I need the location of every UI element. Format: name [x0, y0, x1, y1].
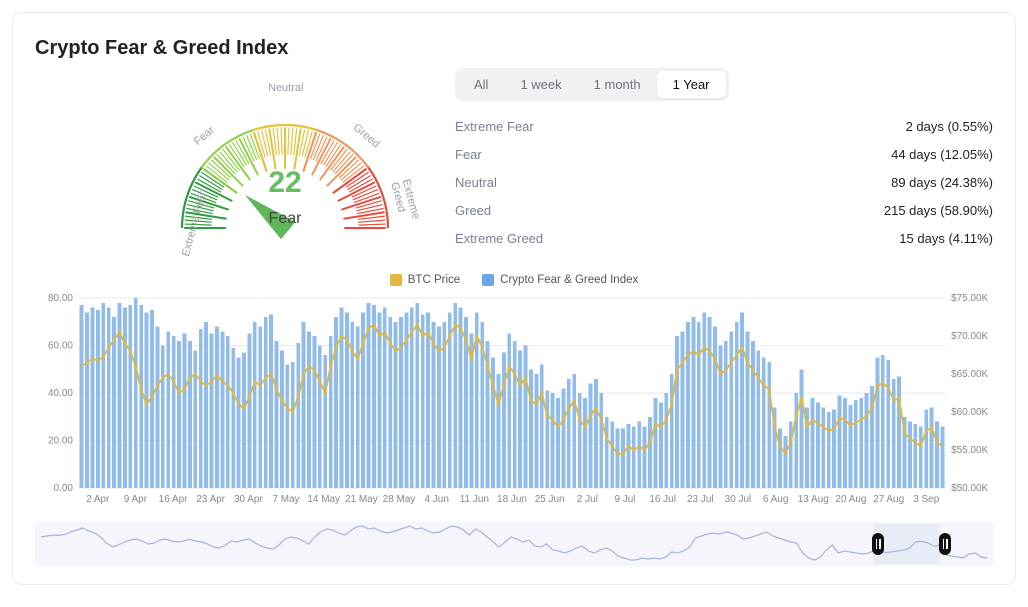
svg-text:25 Jun: 25 Jun [535, 494, 565, 505]
stat-label: Neutral [455, 175, 497, 190]
stat-value: 15 days (4.11%) [899, 231, 993, 246]
svg-text:27 Aug: 27 Aug [873, 494, 904, 505]
svg-text:$65.00K: $65.00K [951, 369, 988, 380]
stats-list: Extreme Fear 2 days (0.55%) Fear 44 days (1… [455, 119, 993, 246]
svg-text:80.00: 80.00 [48, 293, 73, 304]
svg-text:40.00: 40.00 [48, 388, 73, 399]
svg-text:23 Jul: 23 Jul [687, 494, 714, 505]
main-chart: 0.00 20.00 40.00 60.00 80.00 $50.00K $55.00K $6… [35, 292, 993, 512]
stat-row: Extreme Fear 2 days (0.55%) [455, 119, 993, 134]
svg-text:18 Jun: 18 Jun [497, 494, 527, 505]
right-column: All1 week1 month1 Year Extreme Fear 2 day… [455, 68, 993, 246]
svg-text:30 Apr: 30 Apr [234, 494, 263, 505]
card-title: Crypto Fear & Greed Index [35, 37, 993, 60]
legend-index-swatch [482, 274, 494, 286]
brush-navigator[interactable] [35, 522, 993, 566]
svg-text:16 Jul: 16 Jul [649, 494, 676, 505]
svg-text:$75.00K: $75.00K [951, 293, 988, 304]
svg-text:3 Sep: 3 Sep [913, 494, 939, 505]
stat-value: 215 days (58.90%) [884, 203, 993, 218]
svg-text:2 Apr: 2 Apr [86, 494, 110, 505]
svg-text:21 May: 21 May [345, 494, 378, 505]
legend: BTC Price Crypto Fear & Greed Index [35, 274, 993, 286]
range-tab[interactable]: All [458, 71, 504, 98]
svg-text:23 Apr: 23 Apr [196, 494, 225, 505]
svg-text:6 Aug: 6 Aug [763, 494, 788, 505]
stat-label: Fear [455, 147, 482, 162]
range-tab[interactable]: 1 Year [657, 71, 726, 98]
svg-text:$60.00K: $60.00K [951, 407, 988, 418]
stat-value: 2 days (0.55%) [906, 119, 993, 134]
brush-handle-right[interactable] [939, 533, 951, 555]
svg-text:$70.00K: $70.00K [951, 331, 988, 342]
svg-text:7 May: 7 May [272, 494, 299, 505]
svg-text:20.00: 20.00 [48, 435, 73, 446]
svg-text:9 Apr: 9 Apr [124, 494, 148, 505]
stat-label: Extreme Greed [455, 231, 543, 246]
top-row: 22 Fear Extreme FearFearNeutralGreedExtr… [35, 68, 993, 258]
stat-label: Greed [455, 203, 491, 218]
svg-text:20 Aug: 20 Aug [835, 494, 866, 505]
svg-text:$55.00K: $55.00K [951, 445, 988, 456]
stat-value: 44 days (12.05%) [891, 147, 993, 162]
range-tab[interactable]: 1 month [578, 71, 657, 98]
brush-svg [35, 522, 993, 566]
gauge-svg [135, 68, 435, 258]
stat-row: Extreme Greed 15 days (4.11%) [455, 231, 993, 246]
gauge-state-label: Fear [268, 210, 301, 228]
svg-text:14 May: 14 May [307, 494, 340, 505]
brush-handle-left[interactable] [872, 533, 884, 555]
stat-row: Greed 215 days (58.90%) [455, 203, 993, 218]
legend-index-label: Crypto Fear & Greed Index [500, 274, 638, 286]
svg-text:4 Jun: 4 Jun [425, 494, 449, 505]
gauge-value: 22 [268, 166, 301, 200]
svg-text:16 Apr: 16 Apr [159, 494, 188, 505]
svg-text:9 Jul: 9 Jul [614, 494, 635, 505]
svg-text:28 May: 28 May [383, 494, 416, 505]
range-tabs: All1 week1 month1 Year [455, 68, 729, 101]
legend-index: Crypto Fear & Greed Index [482, 274, 638, 286]
svg-text:$50.00K: $50.00K [951, 483, 988, 494]
stat-row: Fear 44 days (12.05%) [455, 147, 993, 162]
stat-row: Neutral 89 days (24.38%) [455, 175, 993, 190]
legend-btc: BTC Price [390, 274, 460, 286]
chart-svg: 0.00 20.00 40.00 60.00 80.00 $50.00K $55.00K $6… [35, 292, 993, 512]
fear-greed-card: Crypto Fear & Greed Index 22 Fear Extrem… [12, 12, 1016, 585]
stat-value: 89 days (24.38%) [891, 175, 993, 190]
legend-btc-swatch [390, 274, 402, 286]
svg-text:60.00: 60.00 [48, 340, 73, 351]
stat-label: Extreme Fear [455, 119, 534, 134]
legend-btc-label: BTC Price [408, 274, 460, 286]
range-tab[interactable]: 1 week [504, 71, 577, 98]
svg-text:11 Jun: 11 Jun [460, 494, 489, 505]
gauge: 22 Fear Extreme FearFearNeutralGreedExtr… [135, 68, 435, 258]
svg-text:13 Aug: 13 Aug [798, 494, 829, 505]
svg-text:30 Jul: 30 Jul [725, 494, 752, 505]
gauge-segment-label: Neutral [268, 82, 303, 94]
gauge-center: 22 Fear [268, 166, 301, 228]
svg-text:0.00: 0.00 [54, 483, 74, 494]
svg-text:2 Jul: 2 Jul [577, 494, 598, 505]
